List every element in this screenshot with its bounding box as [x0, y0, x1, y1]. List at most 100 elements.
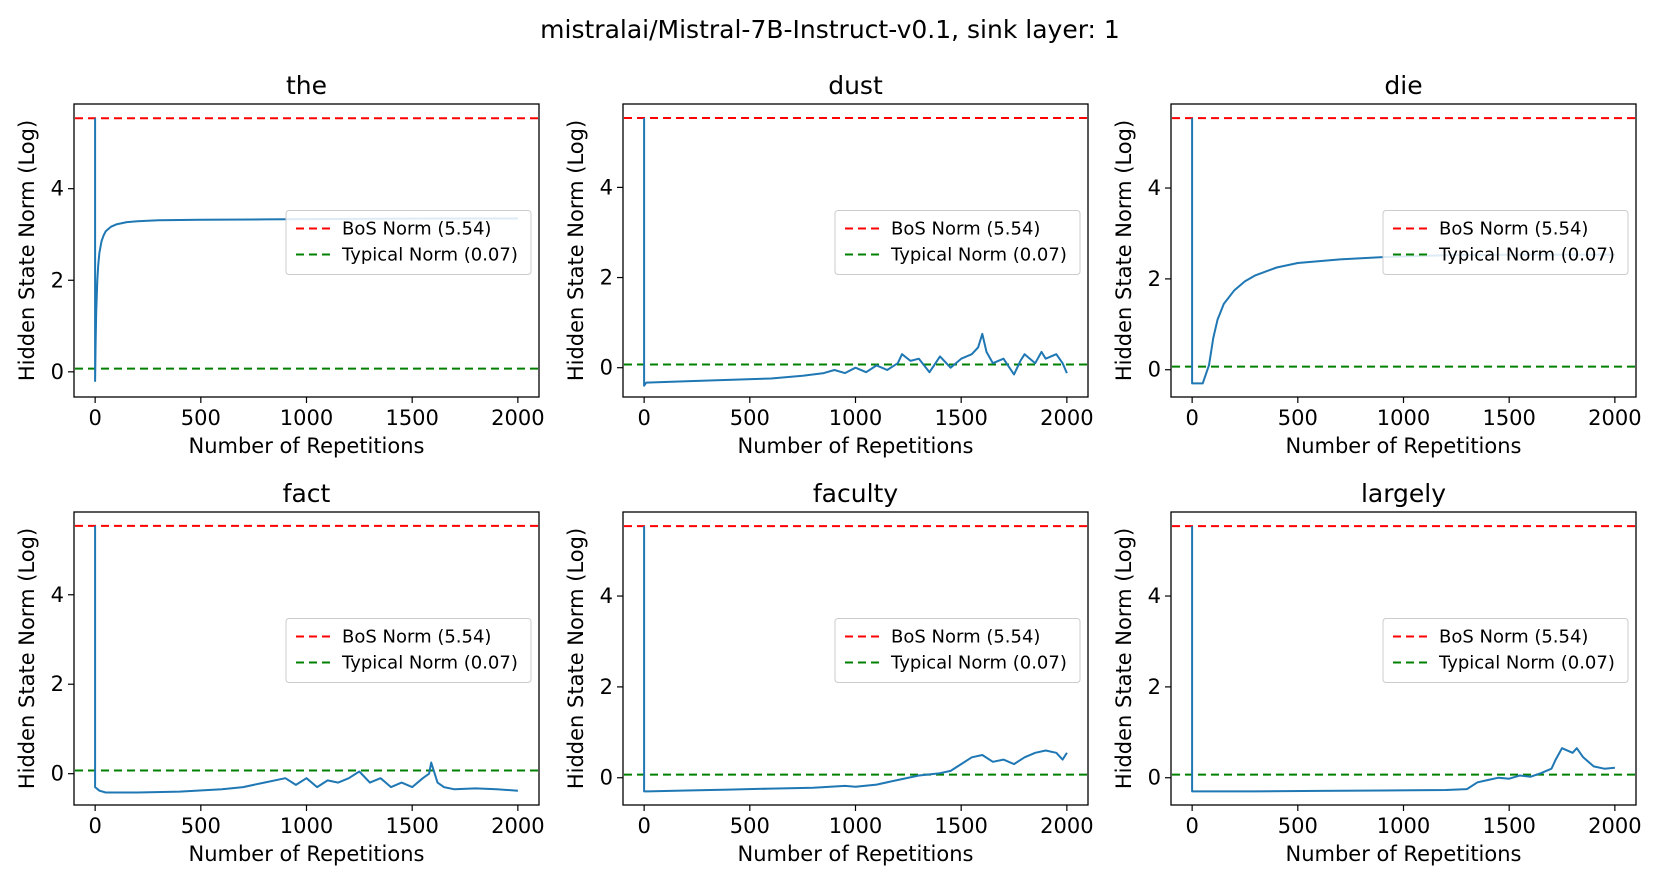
y-tick-label: 0	[600, 766, 613, 790]
x-axis-label: Number of Repetitions	[737, 434, 973, 458]
x-tick-label: 1500	[934, 406, 987, 430]
x-tick-label: 2000	[1040, 814, 1093, 838]
x-tick-label: 2000	[1588, 406, 1641, 430]
y-tick-label: 4	[51, 583, 64, 607]
y-tick-label: 2	[600, 266, 613, 290]
y-tick-label: 4	[1148, 584, 1161, 608]
legend: BoS Norm (5.54) Typical Norm (0.07)	[834, 618, 1081, 683]
legend-box	[285, 210, 532, 275]
legend-label: BoS Norm (5.54)	[1439, 627, 1588, 648]
legend-label: Typical Norm (0.07)	[1438, 245, 1615, 266]
x-tick-label: 1000	[280, 814, 333, 838]
y-tick-label: 4	[600, 175, 613, 199]
panel-title: dust	[828, 71, 883, 100]
x-axis-label: Number of Repetitions	[737, 842, 973, 866]
legend-label: BoS Norm (5.54)	[342, 627, 491, 648]
y-tick-label: 2	[1148, 675, 1161, 699]
legend-label: BoS Norm (5.54)	[1439, 219, 1588, 240]
y-tick-label: 0	[51, 360, 64, 384]
x-tick-label: 500	[730, 406, 770, 430]
y-axis-label: Hidden State Norm (Log)	[564, 528, 588, 789]
figure-title: mistralai/Mistral-7B-Instruct-v0.1, sink…	[540, 15, 1120, 44]
hidden-state-norm-line	[94, 118, 518, 382]
legend-label: Typical Norm (0.07)	[890, 245, 1067, 266]
legend-box	[834, 210, 1081, 275]
y-axis-label: Hidden State Norm (Log)	[564, 120, 588, 381]
x-tick-label: 2000	[1588, 814, 1641, 838]
x-tick-label: 1000	[1377, 814, 1430, 838]
y-tick-label: 0	[51, 762, 64, 786]
y-tick-label: 4	[1148, 176, 1161, 200]
x-tick-label: 1500	[934, 814, 987, 838]
legend-box	[285, 618, 532, 683]
hidden-state-norm-line	[643, 118, 1068, 387]
panel-faculty: faculty 0 500 1000 1500 2000 0 2 4 Number of Repe…	[564, 479, 1094, 866]
x-axis-label: Number of Repetitions	[1285, 434, 1521, 458]
x-axis-label: Number of Repetitions	[1285, 842, 1521, 866]
legend: BoS Norm (5.54) Typical Norm (0.07)	[834, 210, 1081, 275]
x-tick-label: 2000	[491, 814, 544, 838]
x-tick-label: 1000	[1377, 406, 1430, 430]
y-tick-label: 4	[600, 584, 613, 608]
y-tick-label: 0	[1148, 358, 1161, 382]
x-tick-label: 0	[1185, 814, 1198, 838]
y-axis-label: Hidden State Norm (Log)	[1112, 528, 1136, 789]
legend: BoS Norm (5.54) Typical Norm (0.07)	[1382, 210, 1629, 275]
hidden-state-norm-line	[1191, 526, 1615, 793]
x-tick-label: 0	[88, 406, 101, 430]
y-tick-label: 2	[600, 675, 613, 699]
panel-dust: dust 0 500 1000 1500 2000 0 2 4 Number of Repetit…	[564, 71, 1094, 458]
panel-title: fact	[283, 479, 331, 508]
x-tick-label: 0	[637, 814, 650, 838]
legend-label: Typical Norm (0.07)	[1438, 653, 1615, 674]
x-tick-label: 0	[88, 814, 101, 838]
panel-title: the	[286, 71, 327, 100]
panel-largely: largely 0 500 1000 1500 2000 0 2 4 Number of Repe…	[1112, 479, 1642, 866]
legend-label: Typical Norm (0.07)	[890, 653, 1067, 674]
x-tick-label: 500	[181, 406, 221, 430]
y-tick-label: 0	[1148, 766, 1161, 790]
x-tick-label: 500	[181, 814, 221, 838]
x-tick-label: 1500	[1482, 814, 1535, 838]
legend-box	[834, 618, 1081, 683]
panel-the: the 0 500 1000 1500 2000 0 2 4 Number of Repetiti…	[15, 71, 545, 458]
y-tick-label: 2	[51, 268, 64, 292]
x-tick-label: 1000	[280, 406, 333, 430]
x-tick-label: 1000	[829, 406, 882, 430]
hidden-state-norm-line	[94, 525, 518, 794]
y-axis-label: Hidden State Norm (Log)	[15, 120, 39, 381]
x-tick-label: 0	[1185, 406, 1198, 430]
legend-label: BoS Norm (5.54)	[891, 627, 1040, 648]
legend-label: Typical Norm (0.07)	[341, 245, 518, 266]
x-tick-label: 500	[1278, 406, 1318, 430]
y-tick-label: 4	[51, 177, 64, 201]
legend-label: BoS Norm (5.54)	[342, 219, 491, 240]
x-tick-label: 1500	[1482, 406, 1535, 430]
legend-label: Typical Norm (0.07)	[341, 653, 518, 674]
legend: BoS Norm (5.54) Typical Norm (0.07)	[285, 210, 532, 275]
panel-title: largely	[1361, 479, 1446, 508]
x-tick-label: 2000	[1040, 406, 1093, 430]
y-tick-label: 2	[1148, 267, 1161, 291]
panel-die: die 0 500 1000 1500 2000 0 2 4 Number of Repetiti…	[1112, 71, 1642, 458]
hidden-state-norm-line	[643, 526, 1068, 793]
legend: BoS Norm (5.54) Typical Norm (0.07)	[285, 618, 532, 683]
x-tick-label: 2000	[491, 406, 544, 430]
y-tick-label: 2	[51, 672, 64, 696]
y-axis-label: Hidden State Norm (Log)	[15, 528, 39, 789]
x-tick-label: 500	[730, 814, 770, 838]
y-tick-label: 0	[600, 356, 613, 380]
x-axis-label: Number of Repetitions	[188, 434, 424, 458]
legend: BoS Norm (5.54) Typical Norm (0.07)	[1382, 618, 1629, 683]
legend-label: BoS Norm (5.54)	[891, 219, 1040, 240]
x-axis-label: Number of Repetitions	[188, 842, 424, 866]
x-tick-label: 1500	[385, 406, 438, 430]
x-tick-label: 500	[1278, 814, 1318, 838]
y-axis-label: Hidden State Norm (Log)	[1112, 120, 1136, 381]
panel-title: die	[1384, 71, 1422, 100]
legend-box	[1382, 618, 1629, 683]
x-tick-label: 0	[637, 406, 650, 430]
x-tick-label: 1500	[385, 814, 438, 838]
legend-box	[1382, 210, 1629, 275]
